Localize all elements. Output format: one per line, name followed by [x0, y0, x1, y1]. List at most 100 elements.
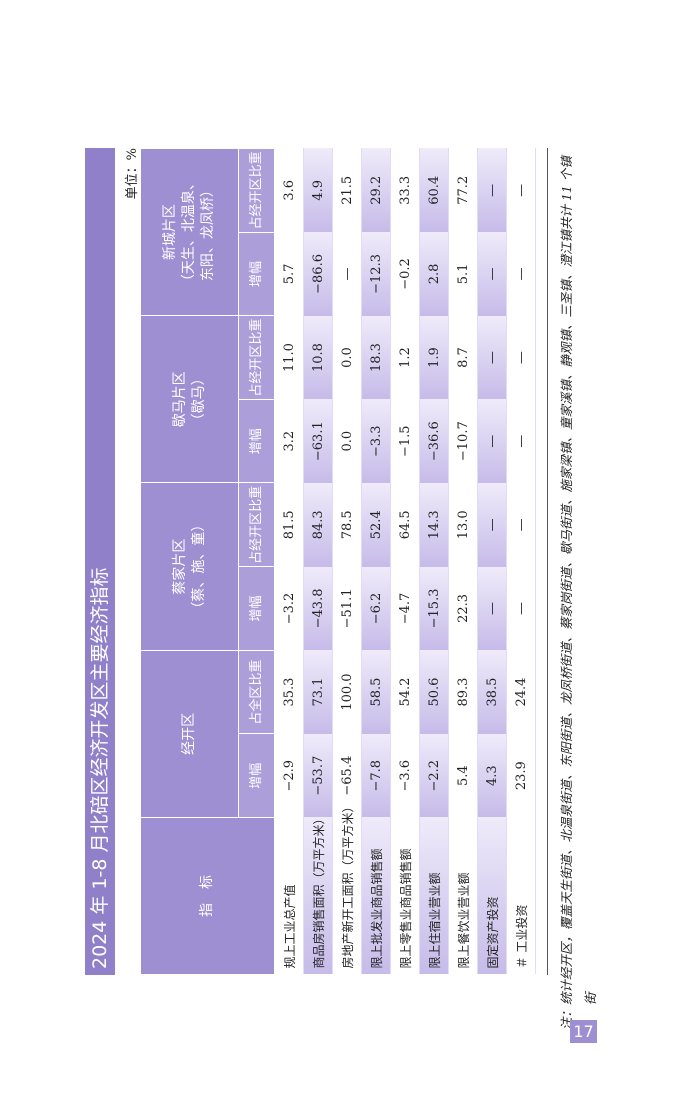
data-row: ＃ 工业投资 23.9 24.4— — — — — —: [506, 148, 536, 975]
row-label: 商品房销售面积（万平方米）: [303, 812, 333, 975]
data-row: 固定资产投资 4.3 38.5— — — — — —: [477, 148, 507, 975]
cell: −51.1: [332, 566, 362, 651]
cell: —: [506, 232, 536, 316]
cell: 4.9: [303, 148, 333, 233]
sub-header: 增幅: [238, 232, 275, 316]
separator: [547, 148, 548, 975]
cell: 21.5: [332, 148, 362, 233]
cell: 5.7: [274, 232, 304, 316]
cell: 81.5: [274, 483, 304, 567]
cell: −43.8: [303, 566, 333, 651]
cell: —: [506, 399, 536, 483]
sub-header: 占经开区比重: [238, 148, 275, 233]
cell: 23.9: [506, 733, 536, 818]
cell: 100.0: [332, 650, 362, 734]
cell: −86.6: [303, 232, 333, 316]
group-name-line: （蔡、施、童）: [190, 517, 207, 616]
cell: 10.8: [303, 315, 333, 400]
cell: —: [477, 315, 507, 400]
data-table: 指 标经开区 蔡家片区 （蔡、施、童） 歇马片区 （歇马） 新城片区 （天生、北温泉、 东阳、…: [140, 148, 536, 975]
cell: 0.0: [332, 399, 362, 483]
sub-header: 占经开区比重: [238, 483, 275, 567]
cell: 89.3: [448, 650, 478, 734]
row-label: 房地产新开工面积（万平方米）: [332, 800, 362, 975]
cell: 35.3: [274, 650, 304, 734]
cell: −3.2: [274, 566, 304, 651]
cell: 18.3: [361, 315, 391, 400]
cell: 24.4: [506, 650, 536, 734]
group-header: 新城片区 （天生、北温泉、 东阳、龙凤桥）: [140, 148, 239, 316]
group-header: 经开区: [140, 650, 239, 818]
cell: 13.0: [448, 483, 478, 567]
cell: 29.2: [361, 148, 391, 233]
cell: 77.2: [448, 148, 478, 233]
cell: 73.1: [303, 650, 333, 734]
rotated-page: 2024 年 1-8 月北碚区经济开发区主要经济指标 单位：% 指 标 经开区 蔡家…: [85, 140, 610, 1040]
sub-header: 占经开区比重: [238, 315, 275, 400]
indicator-header: 指 标: [140, 817, 275, 975]
cell: —: [506, 566, 536, 651]
title-bar: 2024 年 1-8 月北碚区经济开发区主要经济指标: [85, 148, 115, 975]
cell: 11.0: [274, 315, 304, 400]
page-number: 17: [570, 1020, 597, 1043]
sub-header: 增幅: [238, 399, 275, 483]
group-name-line: 歇马片区: [171, 371, 188, 428]
cell: —: [477, 232, 507, 316]
header-row: 指 标经开区 蔡家片区 （蔡、施、童） 歇马片区 （歇马） 新城片区 （天生、北温泉、 东阳、…: [140, 148, 275, 975]
cell: 22.3: [448, 566, 478, 651]
cell: 1.9: [419, 315, 449, 400]
cell: −1.5: [390, 399, 420, 483]
cell: −63.1: [303, 399, 333, 483]
cell: −10.7: [448, 399, 478, 483]
cell: —: [506, 483, 536, 567]
unit: 单位：%: [125, 148, 140, 200]
cell: −12.3: [361, 232, 391, 316]
cell: 8.7: [448, 315, 478, 400]
row-label: 限上餐饮业营业额: [448, 817, 478, 975]
cell: 60.4: [419, 148, 449, 233]
cell: 58.5: [361, 650, 391, 734]
cell: −36.6: [419, 399, 449, 483]
group-name-line: （歇马）: [190, 371, 207, 428]
cell: —: [477, 566, 507, 651]
cell: 50.6: [419, 650, 449, 734]
cell: 52.4: [361, 483, 391, 567]
cell: −4.7: [390, 566, 420, 651]
cell: 33.3: [390, 148, 420, 233]
cell: —: [477, 148, 507, 233]
cell: 0.0: [332, 315, 362, 400]
sub-header: 增幅: [238, 733, 275, 818]
cell: −53.7: [303, 733, 333, 818]
row-label: 限上批发业商品销售额: [361, 817, 391, 975]
data-row: 房地产新开工面积（万平方米） −65.4 100.0 −51.1 78.5 0.0 0.0—…: [332, 148, 362, 975]
cell: −7.8: [361, 733, 391, 818]
cell: 38.5: [477, 650, 507, 734]
cell: —: [506, 148, 536, 233]
cell: —: [477, 483, 507, 567]
data-row: 规上工业总产值 −2.9 35.3 −3.2 81.5 3.2 11.0 5.7 3.6: [274, 148, 304, 975]
group-name-line: 东阳、龙凤桥）: [199, 183, 216, 282]
data-row: 商品房销售面积（万平方米） −53.7 73.1 −43.8 84.3 −63.1 10.8…: [303, 148, 333, 975]
cell: 1.2: [390, 315, 420, 400]
group-name-line: 经开区: [181, 712, 198, 755]
data-row: 限上零售业商品销售额 −3.6 54.2 −4.7 64.5 −1.5 1.2 −0.2 33.…: [390, 148, 420, 975]
group-header: 歇马片区 （歇马）: [140, 315, 239, 483]
data-row: 限上批发业商品销售额 −7.8 58.5 −6.2 52.4 −3.3 18.3 −12.3 2…: [361, 148, 391, 975]
group-name-line: 新城片区: [162, 204, 179, 261]
row-label: 限上零售业商品销售额: [390, 817, 420, 975]
cell: —: [332, 232, 362, 316]
cell: 2.8: [419, 232, 449, 316]
row-label: 限上住宿业营业额: [419, 817, 449, 975]
cell: —: [506, 315, 536, 400]
cell: 3.6: [274, 148, 304, 233]
cell: 64.5: [390, 483, 420, 567]
row-label: ＃ 工业投资: [506, 817, 536, 975]
group-name-line: 蔡家片区: [171, 538, 188, 595]
group-header: 蔡家片区 （蔡、施、童）: [140, 483, 239, 651]
cell: 5.4: [448, 733, 478, 818]
cell: −6.2: [361, 566, 391, 651]
cell: 84.3: [303, 483, 333, 567]
data-row: 限上住宿业营业额 −2.2 50.6 −15.3 14.3 −36.6 1.9 2.8 60.4: [419, 148, 449, 975]
row-label: 规上工业总产值: [274, 817, 304, 975]
